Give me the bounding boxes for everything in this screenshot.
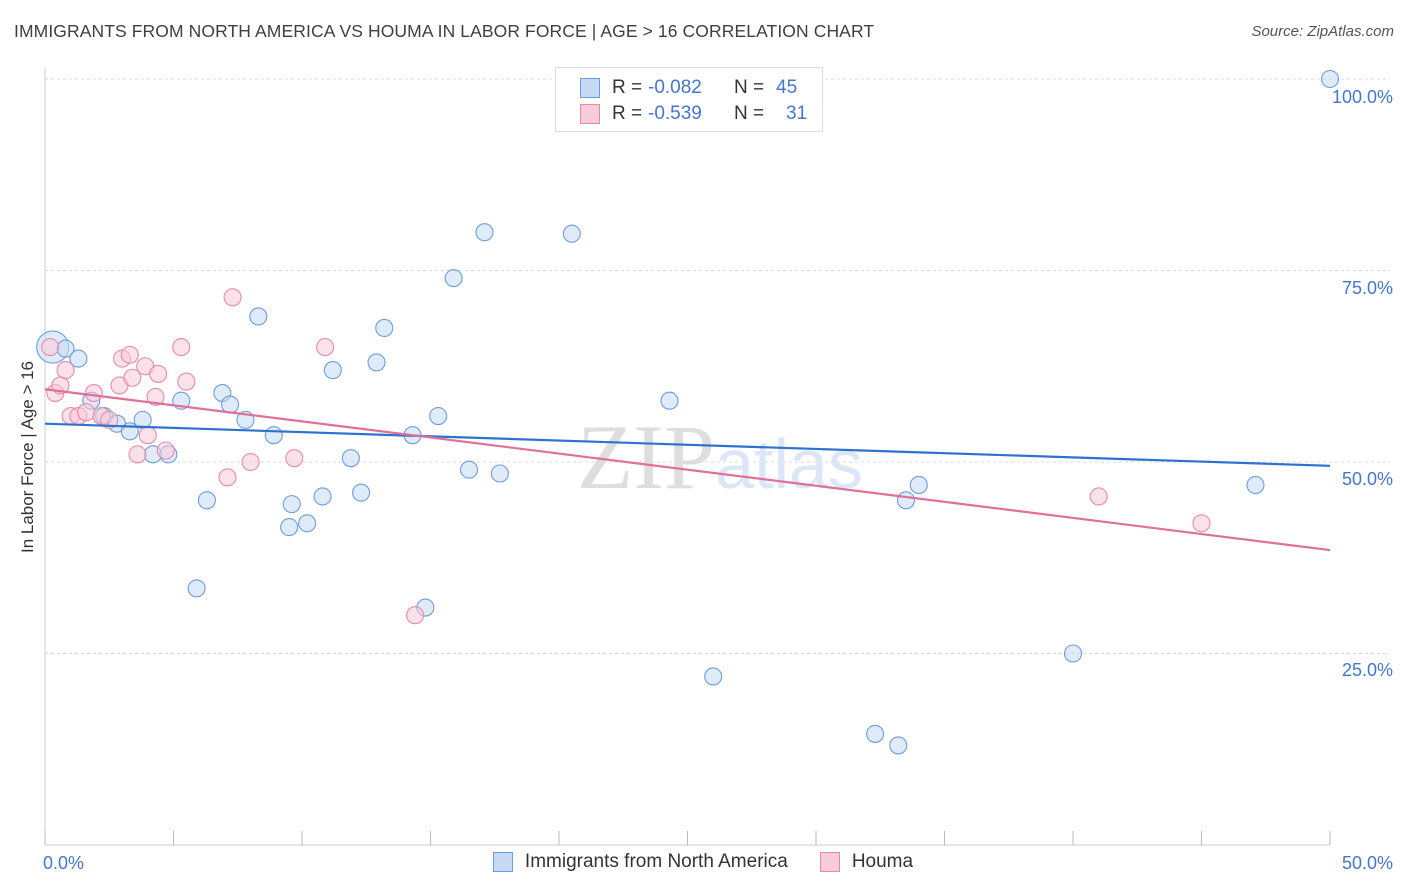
point-immigrants xyxy=(298,514,317,533)
point-immigrants xyxy=(444,269,463,288)
point-immigrants xyxy=(704,667,723,686)
point-houma xyxy=(41,338,60,357)
watermark: ZIPatlas xyxy=(577,406,863,508)
point-houma xyxy=(138,426,157,445)
point-immigrants xyxy=(313,487,332,506)
point-immigrants xyxy=(352,483,371,502)
point-immigrants xyxy=(866,724,885,743)
point-immigrants xyxy=(264,426,283,445)
point-houma xyxy=(146,387,165,406)
point-immigrants xyxy=(459,460,479,479)
legend-item-immigrants: Immigrants from North America xyxy=(492,851,788,873)
point-houma xyxy=(84,384,103,403)
point-houma xyxy=(56,361,75,380)
point-houma xyxy=(218,468,237,487)
point-houma xyxy=(223,288,242,307)
point-immigrants xyxy=(889,736,908,755)
point-immigrants xyxy=(187,579,206,598)
point-immigrants xyxy=(562,224,581,243)
y-tick-label: 50.0% xyxy=(1341,469,1393,489)
pink-swatch xyxy=(580,104,600,124)
blue-swatch xyxy=(580,78,600,98)
point-immigrants xyxy=(197,491,216,510)
point-immigrants xyxy=(341,449,360,468)
point-immigrants xyxy=(249,307,268,326)
point-immigrants xyxy=(282,495,301,514)
source-credit: Source: ZipAtlas.com xyxy=(1251,23,1394,40)
x-tick-label-max: 50.0% xyxy=(1341,853,1393,873)
point-houma xyxy=(120,345,139,364)
point-immigrants xyxy=(429,406,448,426)
y-tick-label: 100.0% xyxy=(1331,87,1393,107)
point-houma xyxy=(77,403,96,422)
y-tick-label: 75.0% xyxy=(1341,278,1393,298)
series-legend: Immigrants from North America Houma xyxy=(0,851,1406,873)
point-immigrants xyxy=(475,223,494,242)
n-label: N = xyxy=(734,103,765,124)
point-houma xyxy=(123,368,142,387)
point-houma xyxy=(285,449,304,468)
point-houma xyxy=(241,452,260,472)
r-label: R = xyxy=(612,77,643,98)
correlation-legend: R = -0.082 N = 45 R = -0.539 N = 31 xyxy=(555,67,823,132)
point-houma xyxy=(1192,514,1211,533)
point-houma xyxy=(128,445,147,464)
point-houma xyxy=(172,338,191,357)
point-houma xyxy=(177,372,196,391)
trendline-immigrants xyxy=(44,422,1331,467)
x-tick-label-min: 0.0% xyxy=(43,853,85,873)
point-immigrants xyxy=(69,349,88,368)
legend-item-houma: Houma xyxy=(819,851,914,873)
point-immigrants xyxy=(909,475,928,495)
trendline-houma xyxy=(44,388,1331,552)
point-immigrants xyxy=(660,391,679,410)
point-immigrants xyxy=(323,361,342,380)
chart-title: IMMIGRANTS FROM NORTH AMERICA VS HOUMA I… xyxy=(14,21,875,41)
point-houma xyxy=(1089,487,1108,506)
legend-label: Houma xyxy=(851,851,914,872)
point-houma xyxy=(100,410,119,429)
point-immigrants xyxy=(1320,69,1340,89)
r-value: -0.539 xyxy=(648,103,702,124)
point-houma xyxy=(406,606,425,625)
point-houma xyxy=(149,364,168,383)
legend-row-blue: R = -0.082 N = 45 xyxy=(580,76,797,100)
point-immigrants xyxy=(1063,644,1083,663)
point-immigrants xyxy=(490,464,509,483)
r-value: -0.082 xyxy=(648,77,702,98)
legend-label: Immigrants from North America xyxy=(524,851,788,872)
point-immigrants xyxy=(220,395,240,414)
point-immigrants xyxy=(896,491,916,510)
point-immigrants xyxy=(375,318,394,338)
point-immigrants xyxy=(1246,475,1265,495)
point-immigrants xyxy=(367,353,386,372)
y-tick-label: 25.0% xyxy=(1341,660,1393,680)
n-label: N = xyxy=(734,77,765,98)
point-houma xyxy=(316,338,335,357)
blue-swatch xyxy=(492,852,513,872)
n-value: 31 xyxy=(786,103,808,124)
point-immigrants xyxy=(280,518,299,537)
r-label: R = xyxy=(612,103,643,124)
legend-row-pink: R = -0.539 N = 31 xyxy=(580,102,807,126)
point-houma xyxy=(156,441,175,460)
pink-swatch xyxy=(819,852,840,872)
n-value: 45 xyxy=(776,77,798,98)
